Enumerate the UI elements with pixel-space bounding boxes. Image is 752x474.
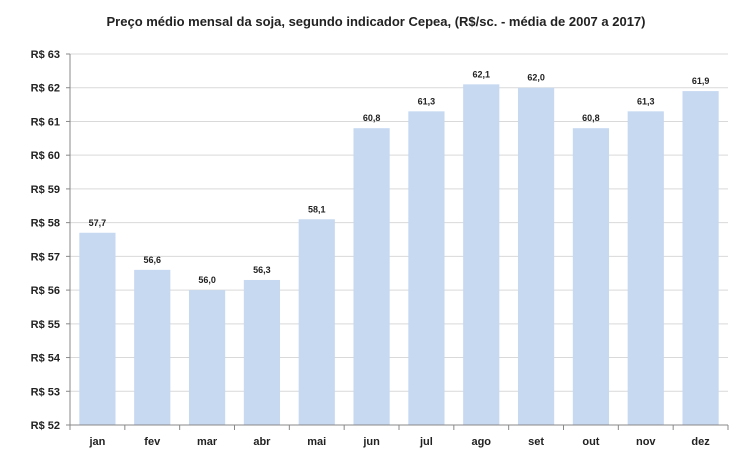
gridlines bbox=[70, 53, 728, 392]
y-tick-label: R$ 56 bbox=[31, 285, 60, 297]
y-tick-label: R$ 61 bbox=[31, 116, 60, 128]
y-tick-label: R$ 60 bbox=[31, 150, 60, 162]
y-tick-label: R$ 52 bbox=[31, 420, 60, 432]
data-label: 61,3 bbox=[418, 96, 436, 106]
bar-set bbox=[517, 87, 555, 426]
y-tick-label: R$ 63 bbox=[31, 49, 60, 61]
data-label: 57,7 bbox=[89, 218, 107, 228]
bar-ago bbox=[463, 84, 500, 425]
bar-jul bbox=[408, 111, 445, 425]
x-tick-label: jun bbox=[362, 436, 380, 448]
y-tick-label: R$ 59 bbox=[31, 184, 60, 196]
y-tick-label: R$ 57 bbox=[31, 251, 60, 263]
y-tick-label: R$ 54 bbox=[31, 353, 61, 365]
labels: R$ 52 R$ 53 R$ 54 R$ 55 R$ 56 R$ 57 R$ 58 R$ 59… bbox=[31, 49, 711, 448]
chart-title: Preço médio mensal da soja, segundo indi… bbox=[106, 14, 646, 29]
bar-out bbox=[572, 128, 610, 425]
data-label: 56,3 bbox=[253, 265, 271, 275]
y-tick-label: R$ 53 bbox=[31, 386, 60, 398]
x-tick-label: jul bbox=[419, 436, 433, 448]
data-label: 56,6 bbox=[143, 255, 161, 265]
bar-dez bbox=[682, 91, 719, 425]
x-tick-label: abr bbox=[253, 436, 271, 448]
data-label: 61,3 bbox=[637, 96, 655, 106]
bar-mai bbox=[298, 219, 335, 425]
y-tick-label: R$ 58 bbox=[31, 218, 60, 230]
x-tick-label: fev bbox=[144, 436, 161, 448]
y-tick-label: R$ 62 bbox=[31, 83, 60, 95]
axes bbox=[66, 53, 729, 430]
bars bbox=[79, 84, 719, 426]
data-label: 60,8 bbox=[582, 113, 600, 123]
bar-abr bbox=[243, 279, 281, 425]
x-tick-label: mar bbox=[197, 436, 218, 448]
data-label: 61,9 bbox=[692, 76, 710, 86]
x-tick-label: mai bbox=[307, 436, 326, 448]
x-tick-label: set bbox=[528, 436, 544, 448]
data-label: 56,0 bbox=[198, 275, 216, 285]
x-tick-label: dez bbox=[691, 436, 710, 448]
data-label: 58,1 bbox=[308, 204, 326, 214]
x-tick-label: jan bbox=[88, 436, 105, 448]
data-label: 62,0 bbox=[527, 73, 545, 83]
bar-nov bbox=[627, 111, 664, 425]
data-label: 62,1 bbox=[472, 69, 490, 79]
y-tick-label: R$ 55 bbox=[31, 319, 60, 331]
x-tick-label: ago bbox=[471, 436, 491, 448]
x-tick-label: nov bbox=[636, 436, 656, 448]
x-tick-label: out bbox=[582, 436, 599, 448]
bar-fev bbox=[134, 269, 171, 425]
bar-mar bbox=[188, 290, 226, 425]
bar-jun bbox=[353, 128, 390, 425]
bar-jan bbox=[79, 232, 116, 425]
data-label: 60,8 bbox=[363, 113, 381, 123]
